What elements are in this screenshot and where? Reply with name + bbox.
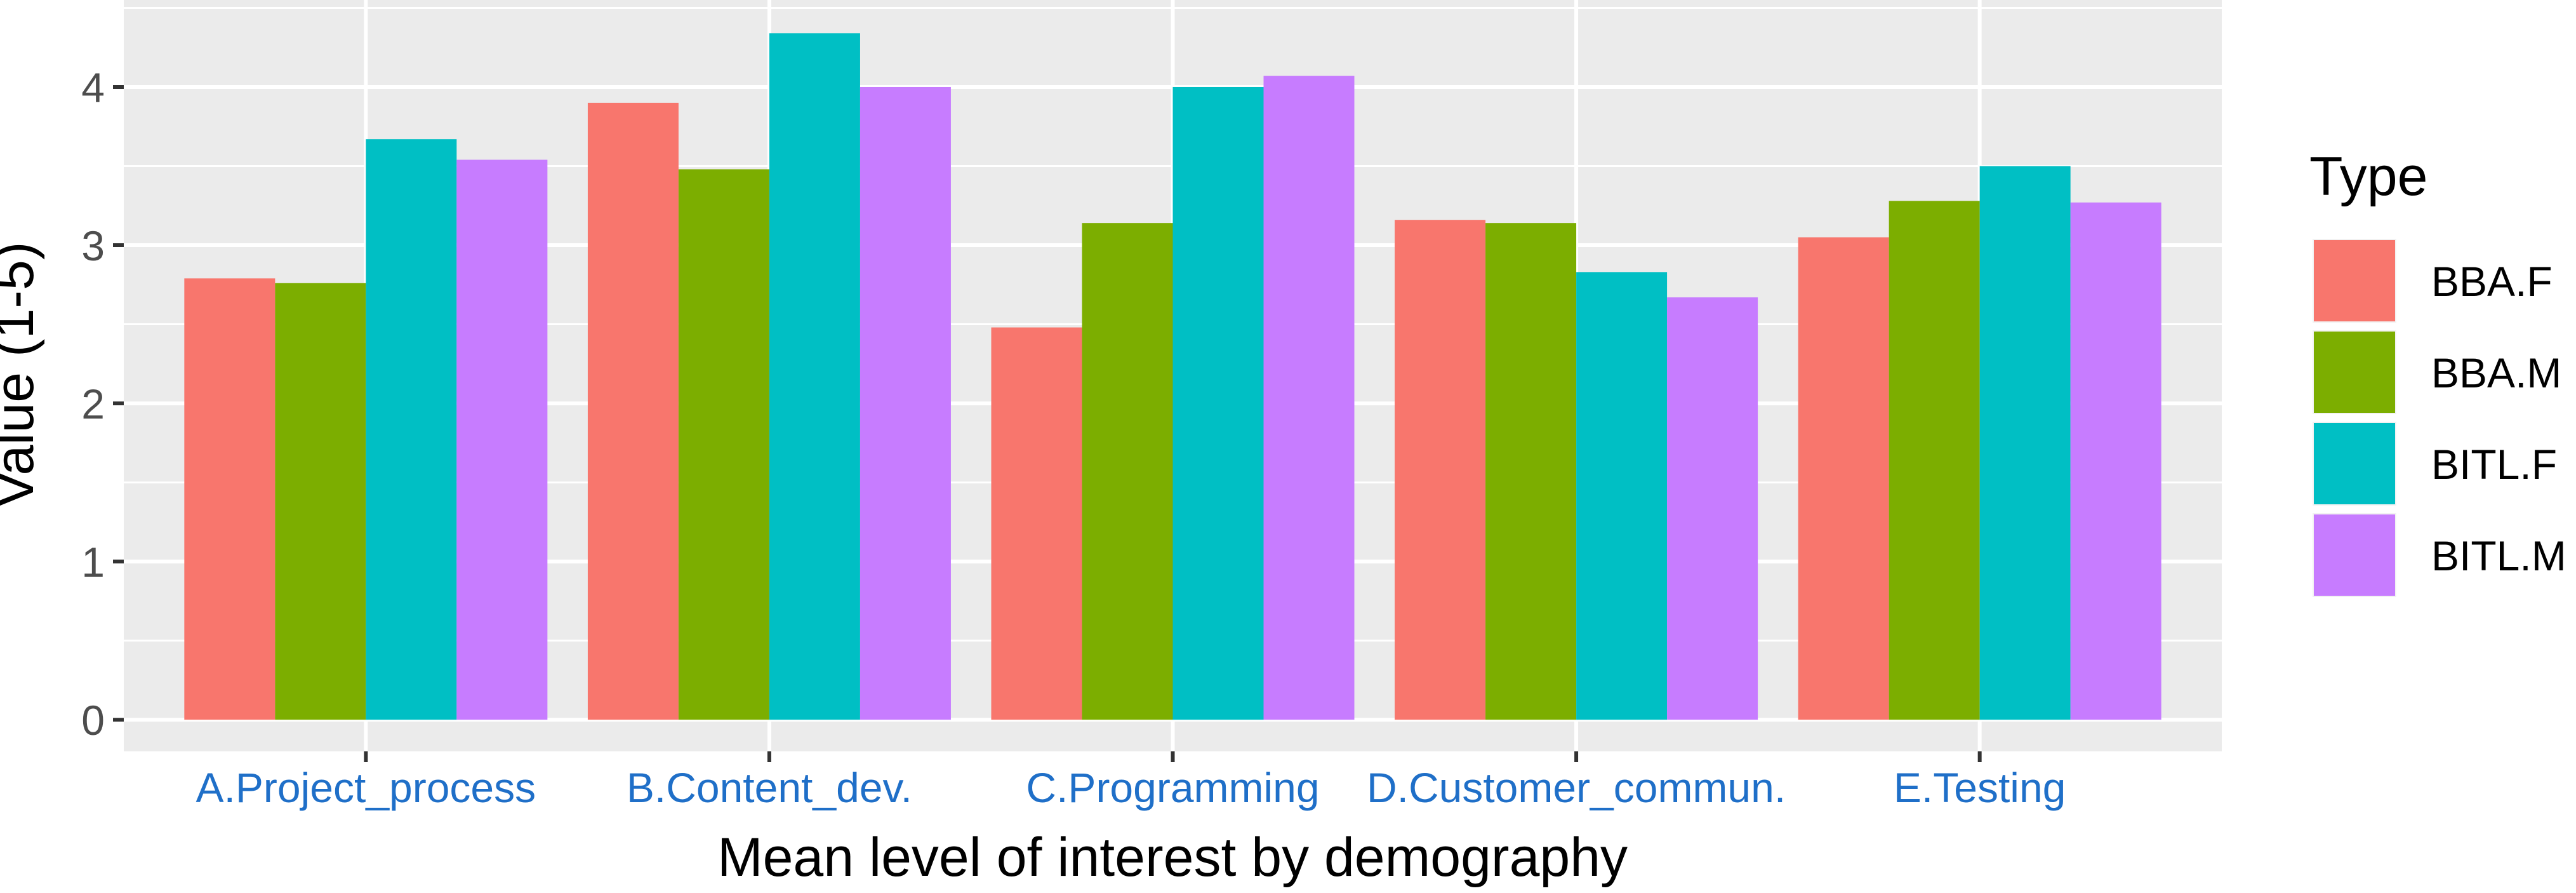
bar bbox=[1082, 223, 1173, 720]
bar bbox=[587, 102, 679, 720]
bars bbox=[184, 33, 2161, 720]
legend-label: BITL.M bbox=[2431, 532, 2566, 579]
bar bbox=[275, 283, 366, 720]
y-tick-label: 3 bbox=[81, 222, 105, 269]
legend-items: BBA.F BBA.M BITL.F BITL.M bbox=[2313, 239, 2566, 597]
bar bbox=[1979, 166, 2071, 720]
bar bbox=[991, 327, 1082, 720]
bar bbox=[769, 33, 860, 720]
bar bbox=[860, 86, 951, 720]
y-axis: 0 1 2 3 4 bbox=[81, 64, 124, 744]
bar bbox=[184, 278, 276, 720]
bar bbox=[456, 159, 548, 720]
bar bbox=[1395, 220, 1486, 720]
y-tick-label: 1 bbox=[81, 539, 105, 586]
y-tick-label: 2 bbox=[81, 380, 105, 427]
legend-title: Type bbox=[2309, 146, 2427, 207]
x-axis-title: Mean level of interest by demography bbox=[717, 827, 1628, 888]
y-tick-label: 4 bbox=[81, 64, 105, 111]
legend-swatch bbox=[2314, 423, 2395, 504]
legend: Type BBA.F BBA.M BITL.F BITL.M bbox=[2309, 146, 2566, 597]
bar bbox=[1798, 237, 1889, 720]
bar bbox=[1576, 272, 1668, 720]
legend-label: BITL.F bbox=[2431, 441, 2557, 488]
bar bbox=[1485, 223, 1577, 720]
bar bbox=[366, 139, 457, 720]
x-tick-label: D.Customer_commun. bbox=[1367, 764, 1786, 811]
legend-label: BBA.F bbox=[2431, 258, 2553, 305]
bar bbox=[1263, 76, 1355, 720]
x-tick-label: A.Project_process bbox=[196, 764, 536, 811]
x-axis: A.Project_process B.Content_dev. C.Program… bbox=[196, 751, 2066, 811]
y-axis-title: Value (1-5) bbox=[0, 241, 45, 507]
legend-swatch bbox=[2314, 514, 2395, 596]
legend-swatch bbox=[2314, 240, 2395, 321]
y-tick-label: 0 bbox=[81, 697, 105, 744]
x-tick-label: C.Programming bbox=[1026, 764, 1319, 811]
bar bbox=[2070, 202, 2161, 720]
x-tick-label: E.Testing bbox=[1894, 764, 2066, 811]
legend-swatch bbox=[2314, 332, 2395, 413]
legend-label: BBA.M bbox=[2431, 349, 2561, 396]
bar bbox=[678, 169, 769, 720]
bar bbox=[1667, 297, 1758, 720]
x-tick-label: B.Content_dev. bbox=[627, 764, 912, 811]
bar bbox=[1889, 201, 1980, 720]
bar bbox=[1172, 86, 1264, 720]
